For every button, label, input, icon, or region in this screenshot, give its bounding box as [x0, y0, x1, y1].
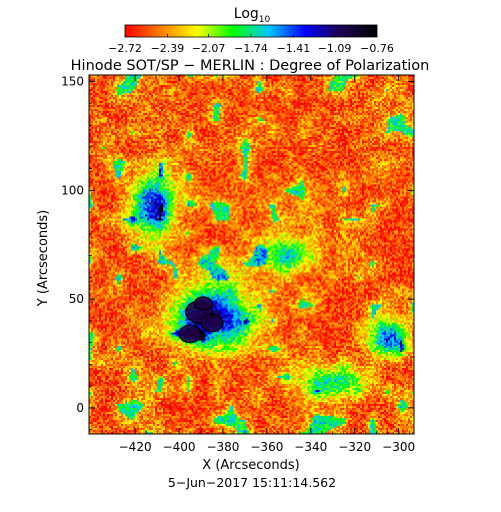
colorbar-tick-label: −1.41	[277, 42, 311, 55]
x-tick-label: −400	[163, 440, 196, 454]
umbra-contour	[178, 324, 202, 344]
colorbar-tick-label: −2.39	[151, 42, 185, 55]
colorbar-tick-label: −2.07	[192, 42, 226, 55]
x-tick-label: −300	[382, 440, 415, 454]
umbra-contour	[200, 313, 224, 333]
x-tick-label: −360	[250, 440, 283, 454]
colorbar-tick-label: −2.72	[108, 42, 142, 55]
polarization-map	[89, 75, 414, 434]
plot-area: −420 −400 −380 −360 −340 −320 −300 0 50 100 150	[61, 74, 415, 454]
colorbar-tick-label: −1.74	[234, 42, 268, 55]
colorbar-tick-label: −1.09	[318, 42, 352, 55]
colorbar-label: Log10	[234, 6, 271, 25]
y-tick-label: 100	[61, 183, 84, 197]
x-tick-label: −340	[294, 440, 327, 454]
plot-frame	[88, 74, 415, 435]
x-axis-label: X (Arcseconds)	[202, 458, 299, 473]
y-axis: 0 50 100 150	[61, 75, 414, 431]
colorbar-tick-label: −0.76	[360, 42, 394, 55]
y-tick-label: 50	[69, 292, 84, 306]
x-tick-label: −320	[338, 440, 371, 454]
y-tick-label: 150	[61, 75, 84, 89]
colorbar: Log10 −2.72 −2.39 −2.07 −1.74 −1.41 −1.09 −0.7…	[108, 6, 394, 55]
sunspot-contours	[178, 296, 224, 344]
y-tick-label: 0	[76, 401, 84, 415]
x-tick-label: −420	[119, 440, 152, 454]
umbra-contour	[193, 296, 213, 311]
chart-title: Hinode SOT/SP − MERLIN : Degree of Polar…	[71, 58, 430, 74]
timestamp: 5−Jun−2017 15:11:14.562	[168, 475, 336, 490]
x-axis: −420 −400 −380 −360 −340 −320 −300	[101, 75, 415, 454]
y-axis-label: Y (Arcseconds)	[36, 210, 51, 307]
x-tick-label: −380	[206, 440, 239, 454]
